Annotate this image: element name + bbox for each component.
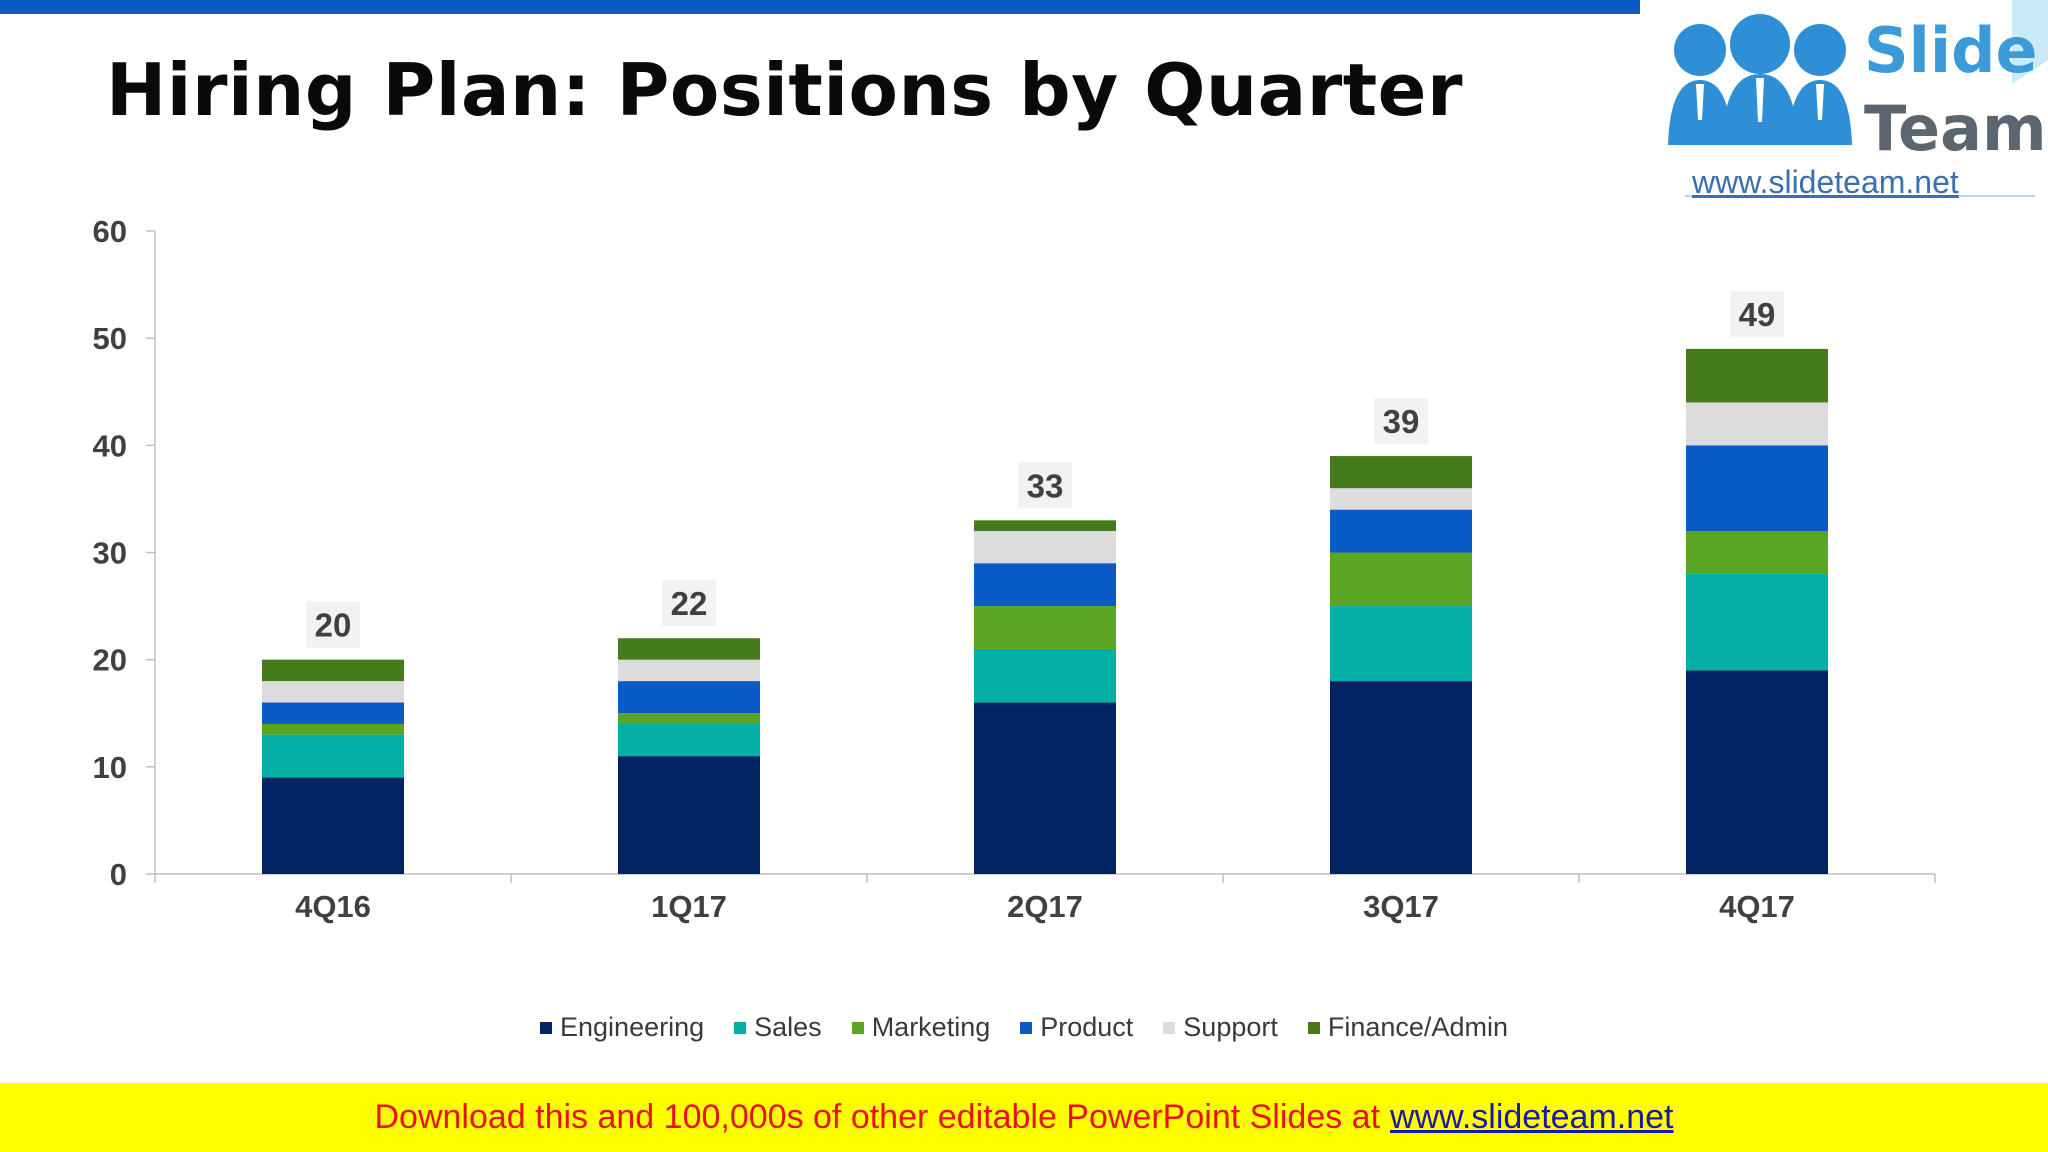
download-banner: Download this and 100,000s of other edit… bbox=[0, 1083, 2048, 1152]
x-category-label: 4Q16 bbox=[295, 889, 371, 924]
legend-item: Finance/Admin bbox=[1307, 1012, 1508, 1043]
legend-label: Engineering bbox=[560, 1012, 705, 1042]
logo-word-slide: Slide bbox=[1864, 14, 2038, 87]
bar-segment-marketing bbox=[262, 723, 404, 735]
y-tick-label: 30 bbox=[93, 536, 127, 571]
legend-swatch bbox=[1163, 1021, 1176, 1034]
bar-total-label: 49 bbox=[1739, 296, 1776, 333]
legend-label: Sales bbox=[754, 1012, 822, 1042]
legend-swatch bbox=[734, 1021, 747, 1034]
bar-segment-finance-admin bbox=[618, 638, 760, 660]
legend-item: Marketing bbox=[851, 1012, 991, 1043]
stacked-bar-chart: 0 10 20 30 40 50 60 4Q16 20 1Q17 22 2Q17 33 3Q17 39 4Q1… bbox=[93, 214, 1936, 924]
bar-segment-sales bbox=[1330, 606, 1472, 682]
legend-label: Marketing bbox=[871, 1012, 991, 1042]
download-banner-text: Download this and 100,000s of other edit… bbox=[374, 1098, 1381, 1136]
download-banner-link[interactable]: www.slideteam.net bbox=[1390, 1098, 1674, 1136]
legend-item: Sales bbox=[734, 1012, 822, 1043]
bar-segment-engineering bbox=[974, 702, 1116, 874]
bar-segment-finance-admin bbox=[974, 520, 1116, 532]
bar-total-label: 39 bbox=[1383, 403, 1420, 440]
bar-segment-marketing bbox=[1686, 531, 1828, 574]
total-label-box bbox=[662, 580, 716, 627]
bar-segment-sales bbox=[1686, 573, 1828, 671]
bar-segment-engineering bbox=[262, 777, 404, 874]
legend-swatch bbox=[540, 1021, 553, 1034]
x-category-label: 2Q17 bbox=[1007, 889, 1083, 924]
y-tick-label: 50 bbox=[93, 321, 127, 356]
x-category-label: 1Q17 bbox=[651, 889, 727, 924]
logo-url-link[interactable]: www.slideteam.net bbox=[1692, 164, 1959, 200]
bar-segment-engineering bbox=[1330, 681, 1472, 874]
chart-legend: Engineering Sales Marketing Product Support F… bbox=[0, 1012, 2048, 1043]
bar-total-label: 20 bbox=[315, 607, 352, 644]
bar-segment-support bbox=[262, 681, 404, 703]
bar-segment-product bbox=[618, 681, 760, 714]
bar-segment-sales bbox=[974, 648, 1116, 703]
legend-item: Engineering bbox=[540, 1012, 704, 1043]
x-category-label: 3Q17 bbox=[1363, 889, 1439, 924]
y-tick-label: 10 bbox=[93, 750, 127, 785]
total-label-box bbox=[1730, 290, 1784, 337]
bar-segment-engineering bbox=[1686, 670, 1828, 874]
legend-label: Finance/Admin bbox=[1327, 1012, 1508, 1042]
legend-swatch bbox=[1307, 1021, 1320, 1034]
bar-segment-finance-admin bbox=[1330, 456, 1472, 489]
x-category-label: 4Q17 bbox=[1719, 889, 1795, 924]
y-tick-label: 0 bbox=[110, 857, 127, 892]
bar-segment-finance-admin bbox=[262, 659, 404, 682]
total-label-box bbox=[306, 601, 360, 648]
bar-total-label: 22 bbox=[671, 585, 708, 622]
bar-segment-engineering bbox=[618, 756, 760, 874]
y-tick-label: 60 bbox=[93, 214, 127, 249]
legend-item: Support bbox=[1163, 1012, 1278, 1043]
legend-label: Product bbox=[1040, 1012, 1134, 1042]
legend-label: Support bbox=[1183, 1012, 1278, 1042]
bar-segment-finance-admin bbox=[1686, 348, 1828, 403]
legend-item: Product bbox=[1020, 1012, 1133, 1043]
top-accent-bar bbox=[0, 0, 1640, 14]
page-title: Hiring Plan: Positions by Quarter bbox=[106, 48, 1464, 132]
y-tick-label: 20 bbox=[93, 643, 127, 678]
bar-segment-sales bbox=[262, 734, 404, 778]
bar-segment-marketing bbox=[974, 606, 1116, 649]
slideteam-logo[interactable]: Slide Team www.slideteam.net bbox=[1640, 0, 2048, 200]
legend-swatch bbox=[851, 1021, 864, 1034]
bar-segment-support bbox=[1330, 488, 1472, 510]
bar-segment-product bbox=[1686, 445, 1828, 532]
bar-segment-marketing bbox=[1330, 552, 1472, 607]
bar-segment-support bbox=[618, 659, 760, 682]
bar-segment-product bbox=[262, 702, 404, 724]
bar-segment-product bbox=[1330, 509, 1472, 553]
y-tick-label: 40 bbox=[93, 428, 127, 463]
legend-swatch bbox=[1020, 1021, 1033, 1034]
bar-segment-sales bbox=[618, 723, 760, 757]
total-label-box bbox=[1374, 398, 1428, 445]
bar-segment-product bbox=[974, 563, 1116, 607]
logo-word-team: Team bbox=[1864, 92, 2047, 165]
total-label-box bbox=[1018, 462, 1072, 509]
bar-segment-support bbox=[974, 531, 1116, 564]
bar-segment-marketing bbox=[618, 713, 760, 724]
bar-total-label: 33 bbox=[1027, 467, 1064, 504]
bar-segment-support bbox=[1686, 402, 1828, 446]
people-logo-icon bbox=[1668, 0, 2048, 197]
